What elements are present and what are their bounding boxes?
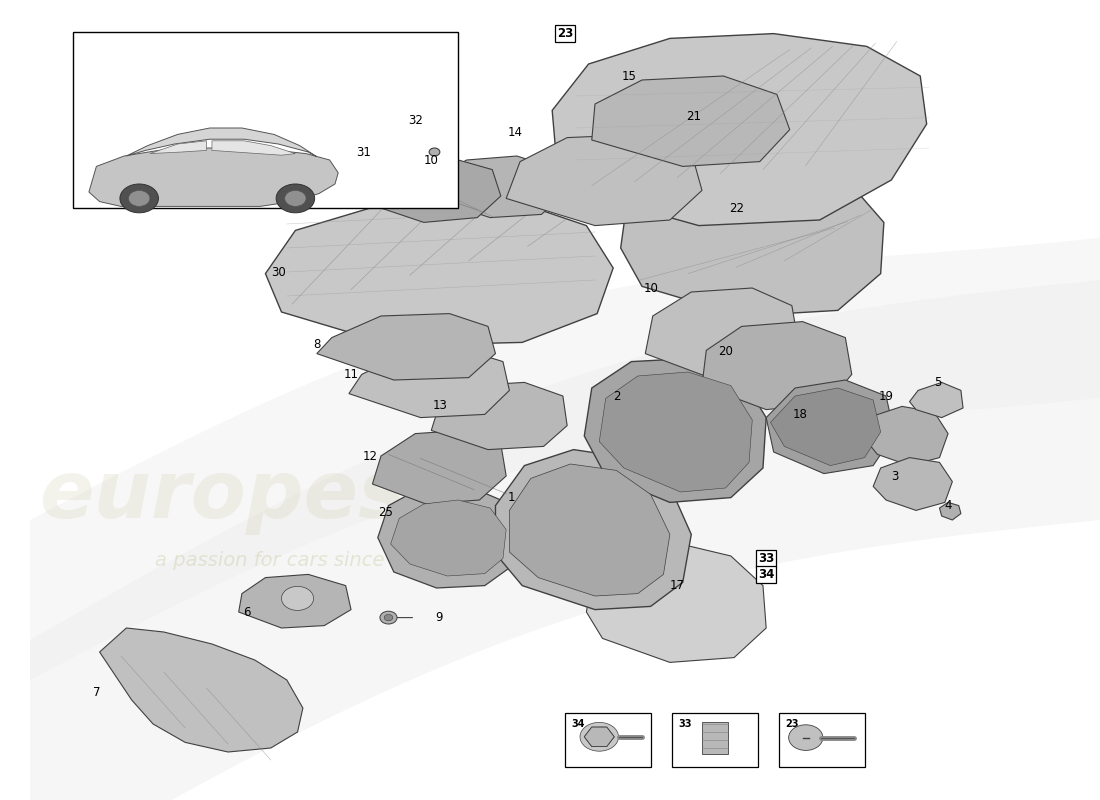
- Polygon shape: [495, 450, 691, 610]
- Text: 21: 21: [686, 110, 701, 122]
- Polygon shape: [592, 76, 790, 166]
- Text: 1: 1: [508, 491, 515, 504]
- Polygon shape: [552, 34, 926, 226]
- Polygon shape: [600, 372, 752, 492]
- Polygon shape: [646, 288, 799, 378]
- Text: 12: 12: [363, 450, 377, 462]
- Bar: [73, 32, 458, 208]
- Polygon shape: [431, 156, 563, 218]
- Text: a passion for cars since 1985: a passion for cars since 1985: [155, 550, 440, 570]
- Polygon shape: [30, 280, 1100, 800]
- Circle shape: [120, 184, 158, 213]
- Polygon shape: [239, 574, 351, 628]
- Polygon shape: [584, 727, 614, 746]
- Text: 30: 30: [271, 266, 286, 278]
- Text: 2: 2: [613, 390, 620, 402]
- Circle shape: [285, 190, 306, 206]
- Polygon shape: [431, 382, 568, 450]
- Polygon shape: [150, 141, 207, 154]
- Text: 22: 22: [728, 202, 744, 214]
- Polygon shape: [100, 628, 302, 752]
- Circle shape: [276, 184, 315, 213]
- Bar: [702, 722, 728, 754]
- Text: 10: 10: [644, 282, 658, 294]
- Bar: [565, 713, 650, 767]
- Text: europes: europes: [40, 457, 406, 535]
- Polygon shape: [910, 382, 962, 418]
- Polygon shape: [317, 314, 495, 380]
- Text: 31: 31: [356, 146, 372, 158]
- Text: 32: 32: [408, 114, 422, 126]
- Polygon shape: [620, 170, 884, 316]
- Bar: [672, 713, 758, 767]
- Polygon shape: [586, 544, 767, 662]
- Bar: [779, 713, 865, 767]
- Text: 33: 33: [758, 552, 774, 565]
- Polygon shape: [862, 406, 948, 466]
- Text: 23: 23: [557, 27, 573, 40]
- Circle shape: [429, 148, 440, 156]
- Text: 5: 5: [934, 376, 942, 389]
- Polygon shape: [770, 388, 881, 466]
- Circle shape: [580, 722, 618, 751]
- Text: 14: 14: [507, 126, 522, 138]
- Polygon shape: [349, 350, 509, 418]
- Text: 3: 3: [891, 470, 899, 482]
- Polygon shape: [939, 502, 961, 520]
- Text: 25: 25: [377, 506, 393, 518]
- Text: 19: 19: [879, 390, 893, 402]
- Text: 33: 33: [679, 719, 692, 730]
- Text: 8: 8: [314, 338, 320, 350]
- Text: 13: 13: [432, 399, 448, 412]
- Circle shape: [384, 614, 393, 621]
- Polygon shape: [702, 322, 851, 410]
- Polygon shape: [373, 430, 506, 504]
- Text: 18: 18: [793, 408, 807, 421]
- Polygon shape: [30, 238, 1100, 680]
- Polygon shape: [506, 134, 702, 226]
- Circle shape: [129, 190, 150, 206]
- Polygon shape: [126, 128, 317, 157]
- Polygon shape: [362, 158, 500, 222]
- Polygon shape: [509, 464, 670, 596]
- Text: 23: 23: [785, 719, 799, 730]
- Polygon shape: [377, 484, 517, 588]
- Text: 17: 17: [670, 579, 685, 592]
- Polygon shape: [767, 380, 894, 474]
- Polygon shape: [873, 458, 953, 510]
- Text: 10: 10: [424, 154, 439, 166]
- Polygon shape: [584, 358, 767, 502]
- Polygon shape: [390, 500, 506, 576]
- Text: 7: 7: [92, 686, 100, 698]
- Text: 4: 4: [944, 499, 952, 512]
- Circle shape: [379, 611, 397, 624]
- Polygon shape: [89, 148, 338, 206]
- Polygon shape: [212, 141, 296, 155]
- Text: 34: 34: [758, 568, 774, 581]
- Text: 34: 34: [571, 719, 585, 730]
- Text: 15: 15: [621, 70, 637, 82]
- Text: 6: 6: [243, 606, 251, 618]
- Circle shape: [282, 586, 314, 610]
- Polygon shape: [265, 198, 613, 346]
- Text: 9: 9: [434, 611, 442, 624]
- Circle shape: [789, 725, 823, 750]
- Text: 20: 20: [718, 346, 733, 358]
- Text: 11: 11: [343, 368, 359, 381]
